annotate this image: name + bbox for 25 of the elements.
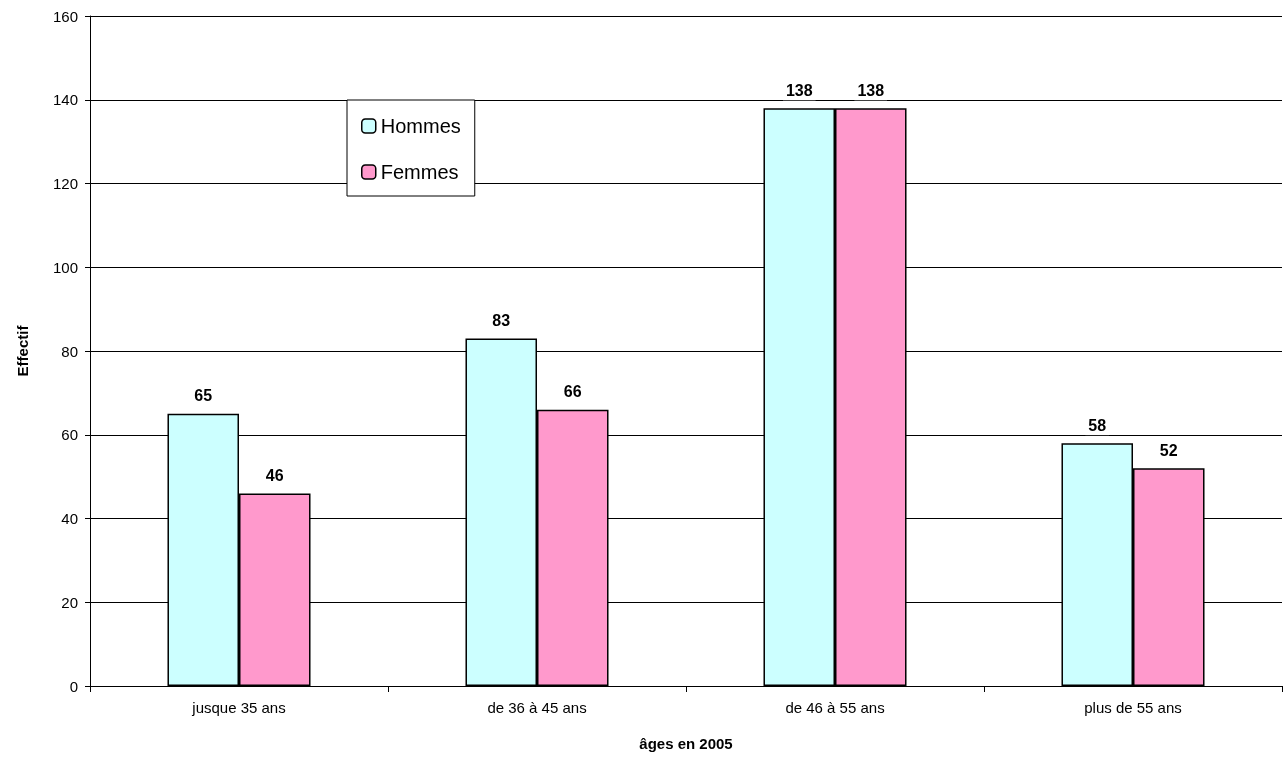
y-tick-label: 140 <box>52 91 78 109</box>
x-tick-label: plus de 55 ans <box>1084 699 1182 716</box>
x-tick-label: de 46 à 55 ans <box>785 699 885 716</box>
data-label: 58 <box>1088 416 1107 434</box>
y-tick-label: 20 <box>61 593 78 611</box>
y-tick-label: 0 <box>69 677 78 695</box>
y-tick-label: 160 <box>52 7 78 25</box>
data-label: 83 <box>492 311 511 329</box>
x-tick-label: jusque 35 ans <box>191 699 286 716</box>
legend-label: Femmes <box>380 161 459 183</box>
x-tick-label: de 36 à 45 ans <box>487 699 587 716</box>
data-label: 138 <box>857 81 885 99</box>
y-tick-label: 60 <box>61 426 78 444</box>
data-label: 46 <box>265 466 284 484</box>
y-tick-label: 120 <box>52 175 78 192</box>
data-label: 65 <box>194 387 213 405</box>
y-axis-title: Effectif <box>14 324 31 377</box>
data-label: 138 <box>785 81 813 99</box>
data-label: 52 <box>1159 441 1178 459</box>
data-label: 66 <box>563 383 582 401</box>
y-tick-label: 100 <box>52 258 78 276</box>
x-axis-title: âges en 2005 <box>639 735 733 752</box>
legend-label: Hommes <box>380 115 461 137</box>
y-tick-label: 40 <box>61 510 78 527</box>
y-tick-label: 80 <box>61 342 78 360</box>
